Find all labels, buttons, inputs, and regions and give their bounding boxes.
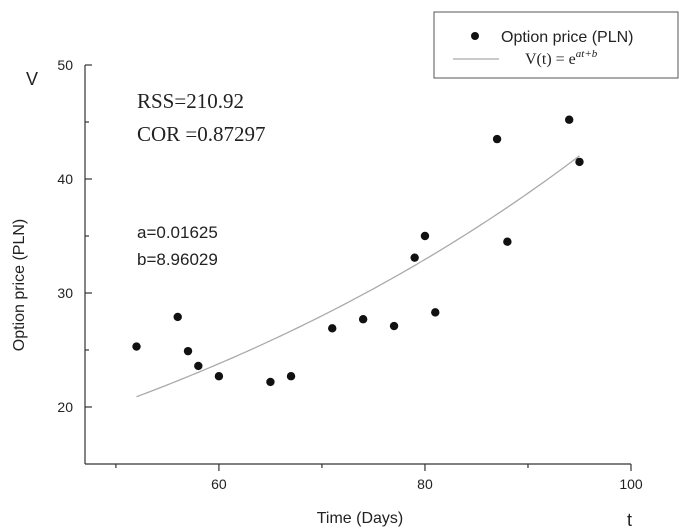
scatter-points xyxy=(132,115,584,387)
data-point xyxy=(492,134,502,144)
axis-ticks: 60 80 100 20 30 40 50 xyxy=(57,57,642,492)
annotation-b: b=8.96029 xyxy=(137,250,218,269)
y-tick-label: 50 xyxy=(57,57,73,73)
y-axis-label: Option price (PLN) xyxy=(11,219,28,352)
x-tick-label: 80 xyxy=(417,476,433,492)
legend-fit-label-base: V(t) = e xyxy=(525,51,576,68)
fit-curve-line xyxy=(136,155,580,398)
legend-scatter-label: Option price (PLN) xyxy=(501,29,634,46)
y-tick-label: 40 xyxy=(57,171,73,187)
data-point xyxy=(389,321,399,331)
data-point xyxy=(214,372,224,381)
data-point xyxy=(431,308,440,317)
legend: Option price (PLN) V(t) = eat+b xyxy=(433,11,679,79)
x-tick-label: 60 xyxy=(211,476,227,492)
y-tick-label: 30 xyxy=(57,285,73,301)
data-point xyxy=(194,361,203,371)
data-point xyxy=(358,315,368,324)
annotation-rss: RSS=210.92 xyxy=(137,89,244,113)
data-point xyxy=(173,312,182,322)
data-point xyxy=(183,346,193,356)
x-axis-symbol: t xyxy=(627,510,632,528)
data-point xyxy=(328,324,337,333)
annotation-a: a=0.01625 xyxy=(137,223,218,242)
y-tick-label: 20 xyxy=(57,399,73,415)
data-point xyxy=(564,115,574,124)
data-point xyxy=(420,231,430,241)
x-tick-label: 100 xyxy=(619,476,643,492)
data-point xyxy=(266,377,275,387)
data-point xyxy=(132,342,141,351)
y-axis-symbol: V xyxy=(26,69,38,89)
x-axis-label: Time (Days) xyxy=(317,510,404,527)
data-point xyxy=(503,237,512,246)
legend-box xyxy=(433,11,679,79)
legend-scatter-marker xyxy=(471,32,479,40)
data-point xyxy=(410,253,419,262)
data-point xyxy=(286,372,296,381)
legend-fit-label-exponent: at+b xyxy=(576,48,598,60)
data-point xyxy=(575,157,584,167)
legend-fit-label: V(t) = eat+b xyxy=(525,48,598,68)
annotation-cor: COR =0.87297 xyxy=(137,122,266,146)
